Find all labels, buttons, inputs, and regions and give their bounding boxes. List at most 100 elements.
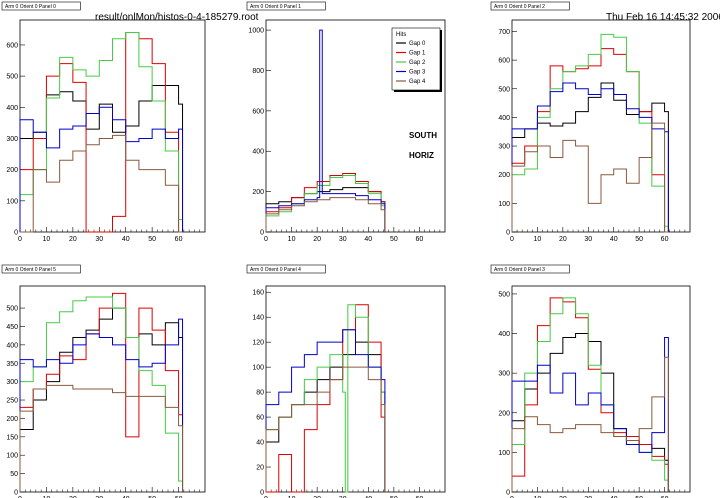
x-tick-label: 60 xyxy=(661,496,669,498)
x-tick-label: 40 xyxy=(364,496,372,498)
x-tick-label: 10 xyxy=(43,496,51,498)
x-tick-label: 50 xyxy=(635,496,643,498)
y-tick-label: 300 xyxy=(498,144,510,151)
histogram-panel-5: Arm 0 Orient 0 Panel 3 0 10 20 30 40 50 60 0 100 2… xyxy=(490,264,691,498)
y-tick-label: 600 xyxy=(6,42,18,49)
panel-title-box xyxy=(246,1,326,11)
panel-title-box xyxy=(246,264,326,274)
timestamp-label: Thu Feb 16 14:45:32 2006 xyxy=(606,12,720,23)
histogram-panel-4: Arm 0 Orient 0 Panel 4 0 10 20 30 40 50 60 0 20 40… xyxy=(246,264,446,498)
y-tick-label: 0 xyxy=(14,230,18,237)
x-tick-label: 30 xyxy=(339,236,347,243)
y-tick-label: 300 xyxy=(6,136,18,143)
y-tick-label: 150 xyxy=(6,434,18,441)
series-line-gap4 xyxy=(511,122,669,233)
y-tick-label: 80 xyxy=(256,390,264,397)
y-tick-label: 600 xyxy=(498,58,510,65)
x-tick-label: 0 xyxy=(264,236,268,243)
x-tick-label: 30 xyxy=(339,496,347,498)
x-tick-label: 40 xyxy=(364,236,372,243)
y-tick-label: 100 xyxy=(6,453,18,460)
y-tick-label: 100 xyxy=(252,365,264,372)
y-tick-label: 200 xyxy=(252,189,264,196)
x-tick-label: 0 xyxy=(264,496,268,498)
y-tick-label: 0 xyxy=(260,490,264,497)
x-tick-label: 50 xyxy=(390,236,398,243)
y-tick-label: 450 xyxy=(6,324,18,331)
series-line-gap3 xyxy=(265,29,386,232)
series-line-gap1 xyxy=(265,172,386,232)
histogram-panel-0: Arm 0 Orient 0 Panel 00 10 20 30 40 50 6001002… xyxy=(1,1,206,243)
plot-frame xyxy=(265,19,446,233)
x-tick-label: 20 xyxy=(559,496,567,498)
legend-title: Hits xyxy=(396,32,406,38)
y-tick-label: 600 xyxy=(252,108,264,115)
panel-title: Arm 0 Orient 0 Panel 0 xyxy=(5,4,56,10)
y-tick-label: 1000 xyxy=(248,28,264,35)
y-tick-label: 500 xyxy=(498,86,510,93)
x-tick-label: 30 xyxy=(584,236,592,243)
y-tick-label: 120 xyxy=(252,340,264,347)
x-tick-label: 40 xyxy=(610,496,618,498)
x-tick-label: 10 xyxy=(534,236,542,243)
x-tick-label: 20 xyxy=(69,236,77,243)
x-tick-label: 10 xyxy=(288,496,296,498)
y-tick-label: 40 xyxy=(256,440,264,447)
series-line-gap4 xyxy=(511,356,669,492)
y-tick-label: 100 xyxy=(6,198,18,205)
series-line-gap2 xyxy=(19,296,184,492)
x-tick-label: 0 xyxy=(18,236,22,243)
x-tick-label: 0 xyxy=(18,496,22,498)
x-tick-label: 40 xyxy=(610,236,618,243)
series-line-gap3 xyxy=(511,337,669,492)
x-tick-label: 20 xyxy=(313,496,321,498)
series-line-gap3 xyxy=(19,106,184,232)
x-tick-label: 60 xyxy=(175,236,183,243)
x-tick-label: 50 xyxy=(390,496,398,498)
x-tick-label: 60 xyxy=(416,496,424,498)
series-line-gap2 xyxy=(511,33,669,232)
histogram-panel-3: Arm 0 Orient 0 Panel 5 0 10 20 30 40 50 60 0 50 10… xyxy=(1,264,206,498)
y-tick-label: 200 xyxy=(6,167,18,174)
x-tick-label: 60 xyxy=(661,236,669,243)
panel-title-box xyxy=(490,264,570,274)
y-tick-label: 140 xyxy=(252,315,264,322)
series-line-gap3 xyxy=(19,318,184,492)
x-tick-label: 0 xyxy=(510,236,514,243)
series-line-gap2 xyxy=(511,297,669,492)
x-tick-label: 40 xyxy=(122,496,130,498)
y-tick-label: 500 xyxy=(6,306,18,313)
histogram-panel-2: Arm 0 Orient 0 Panel 20 10 20 30 40 50 6001002… xyxy=(490,1,691,243)
legend-box xyxy=(391,27,441,91)
y-tick-label: 400 xyxy=(498,115,510,122)
legend-entry: Gap 2 xyxy=(409,60,426,66)
x-tick-label: 20 xyxy=(559,236,567,243)
series-line-gap4 xyxy=(265,197,386,232)
panel-title-box xyxy=(1,264,81,274)
y-tick-label: 300 xyxy=(6,379,18,386)
x-tick-label: 10 xyxy=(43,236,51,243)
y-tick-label: 0 xyxy=(506,230,510,237)
x-tick-label: 50 xyxy=(148,236,156,243)
legend-entry: Gap 3 xyxy=(409,70,426,76)
y-tick-label: 500 xyxy=(498,291,510,298)
x-tick-label: 50 xyxy=(148,496,156,498)
series-line-gap2 xyxy=(265,174,386,232)
y-tick-label: 100 xyxy=(498,201,510,208)
x-tick-label: 20 xyxy=(313,236,321,243)
y-tick-label: 400 xyxy=(252,149,264,156)
series-line-gap1 xyxy=(266,304,386,493)
y-tick-label: 200 xyxy=(498,410,510,417)
plot-frame xyxy=(265,285,446,493)
series-line-gap4 xyxy=(19,384,184,492)
x-tick-label: 30 xyxy=(584,496,592,498)
series-line-gap3 xyxy=(265,329,386,492)
y-tick-label: 0 xyxy=(260,230,264,237)
y-tick-label: 250 xyxy=(6,398,18,405)
x-tick-label: 60 xyxy=(175,496,183,498)
series-line-gap1 xyxy=(511,297,669,492)
y-tick-label: 50 xyxy=(10,471,18,478)
y-tick-label: 300 xyxy=(498,371,510,378)
series-line-gap1 xyxy=(511,48,669,233)
plot-frame xyxy=(511,19,691,233)
